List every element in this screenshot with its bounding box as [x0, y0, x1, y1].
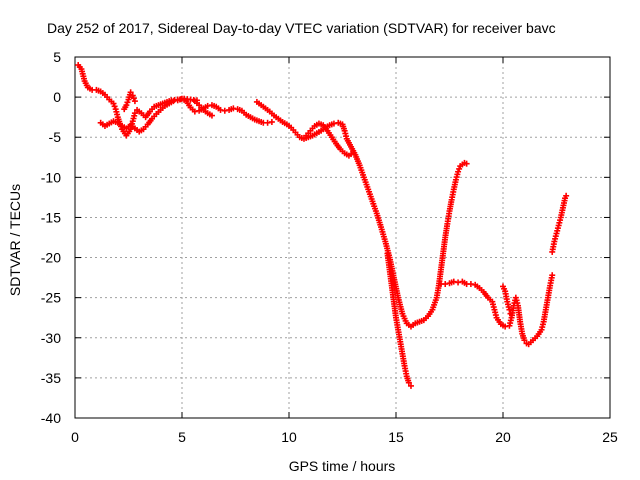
data-point: [463, 160, 470, 167]
x-tick-label: 10: [281, 429, 297, 445]
data-point: [506, 306, 513, 313]
y-tick-label: 5: [53, 49, 61, 65]
data-point: [405, 379, 412, 386]
y-tick-label: -30: [41, 330, 61, 346]
y-tick-label: -35: [41, 370, 61, 386]
data-point: [131, 98, 138, 105]
x-tick-label: 15: [388, 429, 404, 445]
data-point: [442, 281, 449, 288]
data-point: [348, 151, 355, 158]
x-tick-label: 25: [602, 429, 618, 445]
data-point: [204, 102, 211, 109]
plot-frame: [74, 56, 611, 419]
y-axis-label: SDTVAR / TECUs: [7, 184, 23, 296]
data-point: [502, 323, 509, 330]
axis-ticks: 0 5 10 15 20 25 5 0 -5 -10 -15 -20 -25 -30 -35 -40: [41, 49, 618, 445]
data-point: [221, 107, 228, 114]
data-point: [407, 382, 414, 389]
y-tick-label: -5: [49, 129, 62, 145]
y-tick-label: -25: [41, 290, 61, 306]
data-point: [455, 279, 462, 286]
data-point: [507, 310, 514, 317]
data-point: [456, 165, 463, 172]
data-point: [208, 112, 215, 119]
data-point: [127, 89, 134, 96]
data-point: [549, 272, 556, 279]
data-point: [111, 103, 118, 110]
data-point: [110, 100, 117, 107]
data-point: [191, 108, 198, 115]
x-tick-label: 20: [495, 429, 511, 445]
y-tick-label: -40: [41, 410, 61, 426]
data-point: [563, 192, 570, 199]
x-axis-label: GPS time / hours: [289, 458, 396, 474]
data-point: [131, 110, 138, 117]
data-point: [217, 106, 224, 113]
x-tick-label: 5: [178, 429, 186, 445]
data-point: [521, 337, 528, 344]
data-point: [123, 102, 130, 109]
data-point: [230, 105, 237, 112]
data-point: [129, 92, 136, 99]
data-point: [170, 98, 177, 105]
data-point: [264, 119, 271, 126]
data-point: [330, 120, 337, 127]
data-point: [455, 168, 462, 175]
data-points: [75, 62, 570, 389]
grid: [75, 57, 610, 418]
data-point: [130, 95, 137, 102]
y-tick-label: -20: [41, 250, 61, 266]
data-point: [450, 278, 457, 285]
data-point: [268, 118, 275, 125]
y-tick-label: 0: [53, 89, 61, 105]
data-point: [467, 281, 474, 288]
x-tick-label: 0: [71, 429, 79, 445]
data-point: [124, 99, 131, 106]
chart-title: Day 252 of 2017, Sidereal Day-to-day VTE…: [47, 20, 556, 36]
y-tick-label: -15: [41, 209, 61, 225]
y-tick-label: -10: [41, 169, 61, 185]
